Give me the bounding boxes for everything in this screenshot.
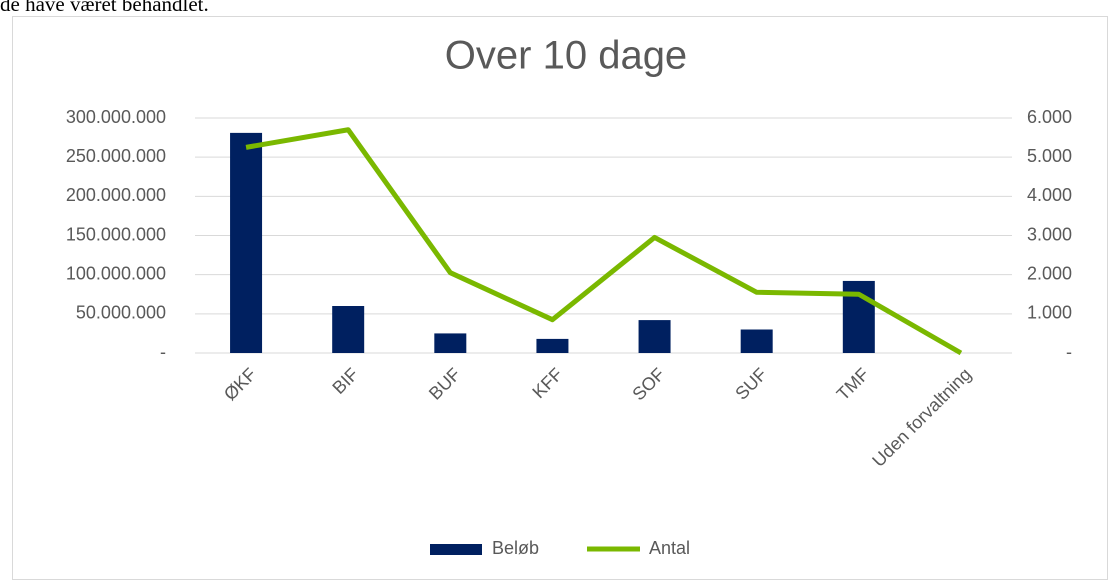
bar [332,306,365,353]
line-series [245,127,963,356]
y-tick-label: 300.000.000 [66,107,166,127]
y-tick-label: 50.000.000 [76,303,166,323]
legend-swatch [430,544,482,555]
y2-tick-label: 1.000 [1027,303,1072,323]
chart-title: Over 10 dage [445,34,687,78]
bar [536,338,569,353]
chart-frame [12,16,1108,580]
y2-tick-label: 5.000 [1027,146,1072,166]
y-tick-label: 150.000.000 [66,224,166,244]
y-tick-label: 250.000.000 [66,146,166,166]
y2-tick-label: - [1066,342,1072,362]
legend-label: Beløb [492,538,539,558]
bar [230,132,263,353]
y-tick-label: - [160,342,166,362]
bar [638,320,671,353]
intro-text: de have været behandlet. [0,0,209,16]
legend-label: Antal [649,538,690,558]
y2-tick-label: 4.000 [1027,185,1072,205]
y-tick-label: 100.000.000 [66,263,166,283]
bar [434,333,467,353]
y2-tick-label: 2.000 [1027,263,1072,283]
y2-tick-label: 3.000 [1027,224,1072,244]
bar [740,329,773,353]
y2-tick-label: 6.000 [1027,107,1072,127]
y-tick-label: 200.000.000 [66,185,166,205]
